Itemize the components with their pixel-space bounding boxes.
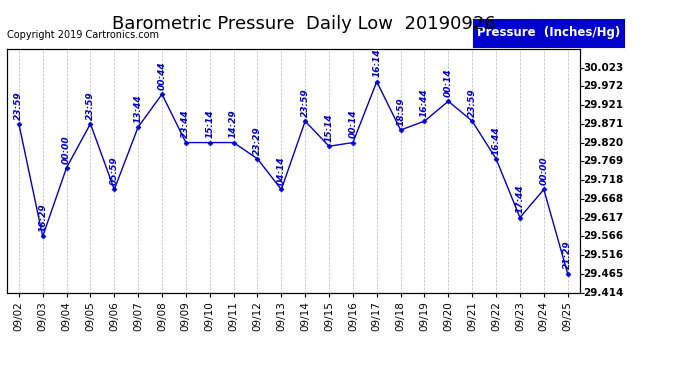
Text: 29.871: 29.871 xyxy=(583,119,623,129)
Text: 23:59: 23:59 xyxy=(468,88,477,117)
Text: 16:44: 16:44 xyxy=(420,88,429,117)
Text: 29.414: 29.414 xyxy=(583,288,624,297)
Text: 16:44: 16:44 xyxy=(491,126,500,154)
Text: 00:00: 00:00 xyxy=(62,135,71,164)
Text: 29.718: 29.718 xyxy=(583,175,623,185)
Text: Pressure  (Inches/Hg): Pressure (Inches/Hg) xyxy=(477,26,620,39)
Text: 16:29: 16:29 xyxy=(38,204,47,232)
Text: 23:59: 23:59 xyxy=(14,91,23,120)
Text: 23:29: 23:29 xyxy=(253,126,262,154)
Text: Barometric Pressure  Daily Low  20190926: Barometric Pressure Daily Low 20190926 xyxy=(112,15,495,33)
Text: 29.617: 29.617 xyxy=(583,213,623,222)
Text: 29.820: 29.820 xyxy=(583,138,623,147)
Text: 29.972: 29.972 xyxy=(583,81,623,92)
Text: 15:14: 15:14 xyxy=(324,114,333,142)
Text: 16:14: 16:14 xyxy=(373,49,382,78)
Text: 23:44: 23:44 xyxy=(181,110,190,138)
Text: 00:44: 00:44 xyxy=(157,62,166,90)
Text: 04:14: 04:14 xyxy=(277,157,286,185)
Text: 15:14: 15:14 xyxy=(205,110,214,138)
Text: 23:59: 23:59 xyxy=(86,91,95,120)
Text: 29.516: 29.516 xyxy=(583,250,623,260)
Text: Copyright 2019 Cartronics.com: Copyright 2019 Cartronics.com xyxy=(7,30,159,40)
Text: 18:59: 18:59 xyxy=(396,97,405,126)
Text: 29.668: 29.668 xyxy=(583,194,623,204)
Text: 23:59: 23:59 xyxy=(301,88,310,117)
Text: 29.465: 29.465 xyxy=(583,268,623,279)
Text: 05:59: 05:59 xyxy=(110,157,119,185)
Text: 00:14: 00:14 xyxy=(348,110,357,138)
Text: 29.566: 29.566 xyxy=(583,231,623,242)
Text: 14:29: 14:29 xyxy=(229,110,238,138)
Text: 29.921: 29.921 xyxy=(583,100,623,110)
Text: 30.023: 30.023 xyxy=(583,63,623,73)
Text: 21:29: 21:29 xyxy=(563,241,572,270)
Text: 00:14: 00:14 xyxy=(444,68,453,97)
Text: 17:44: 17:44 xyxy=(515,185,524,213)
Text: 00:00: 00:00 xyxy=(540,157,549,185)
Text: 13:44: 13:44 xyxy=(134,94,143,123)
Text: 29.769: 29.769 xyxy=(583,156,623,166)
